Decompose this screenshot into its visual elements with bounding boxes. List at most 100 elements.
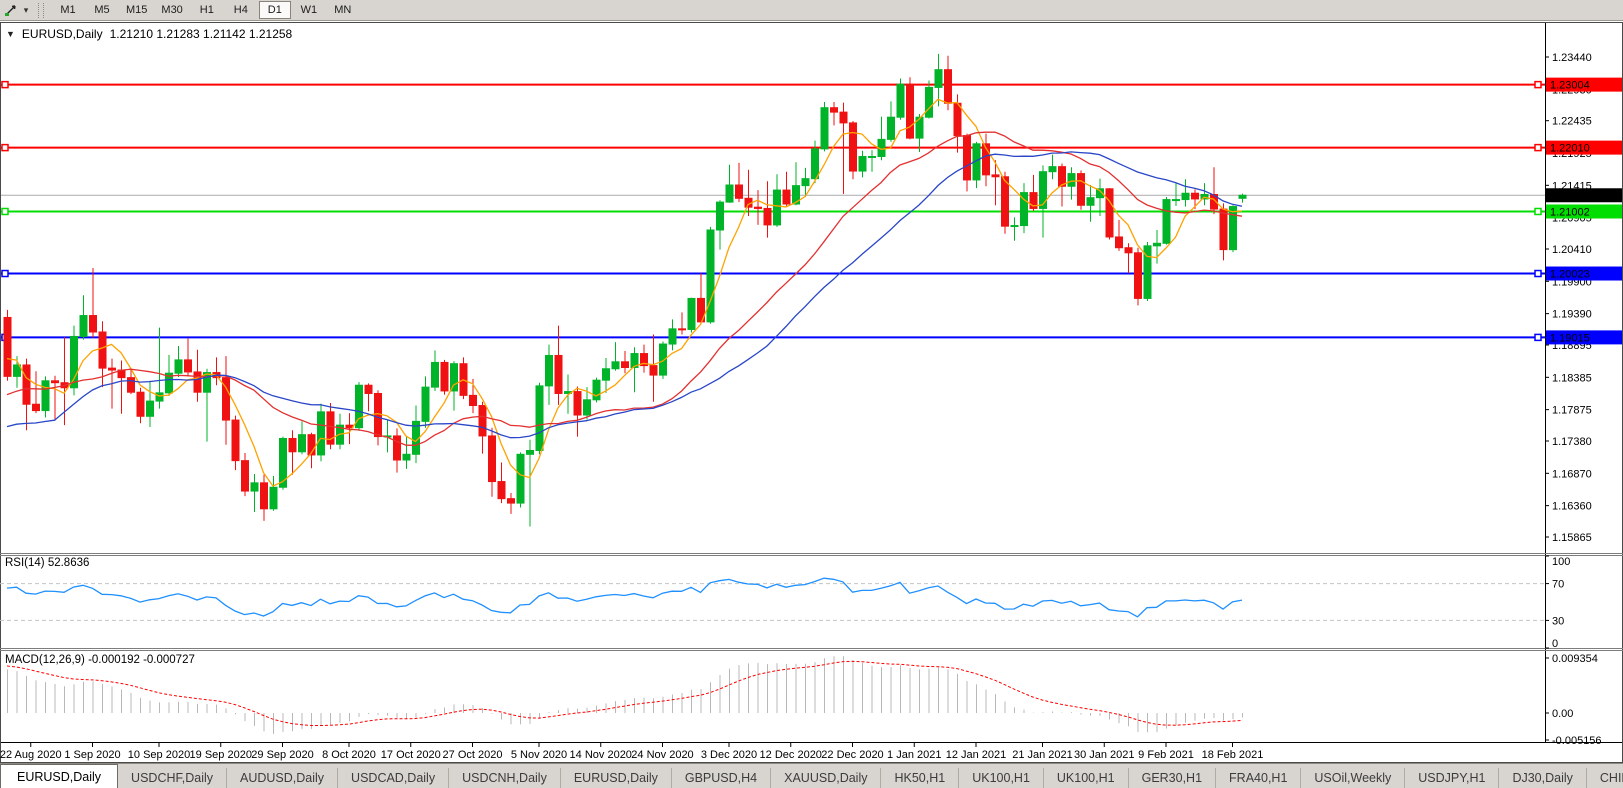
candle-body bbox=[298, 434, 306, 453]
chart-tab-ger30-h1[interactable]: GER30,H1 bbox=[1127, 768, 1215, 788]
candle-body bbox=[982, 143, 990, 176]
candle-body bbox=[317, 411, 325, 456]
candle-body bbox=[754, 206, 762, 209]
price-line-badge-label: 1.23004 bbox=[1550, 80, 1590, 92]
candle-body bbox=[22, 364, 31, 405]
candle-body bbox=[1105, 188, 1114, 238]
candle-body bbox=[839, 111, 848, 124]
candle-body bbox=[288, 437, 297, 453]
candle-body bbox=[431, 361, 439, 388]
chart-tab-usdcnh-daily[interactable]: USDCNH,Daily bbox=[448, 768, 560, 788]
timeframe-button-mn[interactable]: MN bbox=[334, 4, 352, 16]
candle-body bbox=[1096, 188, 1104, 199]
chart-tab-uk100-h1[interactable]: UK100,H1 bbox=[1042, 768, 1128, 788]
candle-body bbox=[887, 116, 895, 140]
candle-body bbox=[630, 353, 639, 368]
chart-tab-eurusd-daily[interactable]: EURUSD,Daily bbox=[559, 768, 671, 788]
chart-tab-dj30-daily[interactable]: DJ30,Daily bbox=[1498, 768, 1585, 788]
candle-body bbox=[497, 481, 506, 500]
candle-body bbox=[1181, 192, 1190, 201]
chart-tab-eurusd-daily[interactable]: EURUSD,Daily bbox=[0, 764, 119, 788]
candle-body bbox=[773, 189, 781, 226]
candle-body bbox=[89, 315, 97, 333]
chart-tab-usdchf-daily[interactable]: USDCHF,Daily bbox=[131, 771, 213, 785]
rsi-axis-label: 70 bbox=[1552, 579, 1564, 591]
candle-body bbox=[545, 354, 553, 387]
crosshair-tool-icon[interactable] bbox=[2, 2, 20, 18]
price-axis-tick-label: 1.16360 bbox=[1552, 501, 1592, 513]
chart-tab-usoil-weekly[interactable]: USOil,Weekly bbox=[1300, 768, 1404, 788]
timeframe-button-m15[interactable]: M15 bbox=[126, 4, 148, 16]
candle-body bbox=[469, 394, 477, 407]
candle-body bbox=[1143, 245, 1152, 299]
chart-tab-gbpusd-h4[interactable]: GBPUSD,H4 bbox=[670, 768, 770, 788]
timeframe-button-d1[interactable]: D1 bbox=[258, 1, 291, 19]
timeframe-button-h4[interactable]: H4 bbox=[233, 4, 248, 16]
candle-body bbox=[602, 368, 610, 381]
date-axis-tick-label: 30 Jan 2021 bbox=[1074, 749, 1135, 761]
timeframe-button-m5[interactable]: M5 bbox=[94, 4, 110, 16]
candle-body bbox=[393, 435, 401, 461]
chart-window-border bbox=[0, 22, 1623, 763]
candle-body bbox=[108, 367, 116, 371]
chart-symbol-label: EURUSD,Daily bbox=[21, 27, 103, 41]
chart-tab-usdjpy-h1[interactable]: USDJPY,H1 bbox=[1404, 768, 1498, 788]
candle-body bbox=[583, 399, 591, 416]
tool-dropdown-caret-icon[interactable]: ▾ bbox=[23, 4, 29, 15]
rsi-line bbox=[6, 577, 1243, 618]
candle-body bbox=[716, 201, 724, 231]
timeframe-button-m1[interactable]: M1 bbox=[60, 4, 76, 16]
chart-collapse-icon[interactable]: ▼ bbox=[6, 29, 15, 39]
chart-tab-uk100-h1[interactable]: UK100,H1 bbox=[958, 768, 1043, 788]
chart-ohlc-readout: 1.21210 1.21283 1.21142 1.21258 bbox=[109, 27, 293, 41]
timeframe-button-w1[interactable]: W1 bbox=[300, 4, 318, 16]
macd-panel: 0.009354 0.00 -0.005156 bbox=[6, 653, 1602, 747]
chart-tab-usdcad-daily[interactable]: USDCAD,Daily bbox=[337, 768, 448, 788]
candle-body bbox=[925, 86, 933, 118]
timeframe-button-h1[interactable]: H1 bbox=[199, 4, 214, 16]
candle-body bbox=[944, 69, 952, 104]
macd-axis-label: -0.005156 bbox=[1552, 735, 1602, 747]
chart-tab-hk50-h1[interactable]: HK50,H1 bbox=[880, 768, 958, 788]
chart-tab-fra40-h1[interactable]: FRA40,H1 bbox=[1215, 768, 1300, 788]
toolbar-separator bbox=[38, 2, 44, 18]
candle-body bbox=[488, 435, 496, 483]
hline-anchor bbox=[1534, 80, 1542, 89]
chart-tab-xauusd-daily[interactable]: XAUUSD,Daily bbox=[770, 768, 880, 788]
macd-axis-label: 0.009354 bbox=[1552, 653, 1598, 665]
candle-body bbox=[1077, 173, 1085, 206]
candle-body bbox=[203, 372, 211, 393]
candle-body bbox=[649, 365, 658, 376]
chart-tab-audusd-daily[interactable]: AUDUSD,Daily bbox=[226, 768, 337, 788]
price-line-badge bbox=[1546, 140, 1622, 155]
candle-body bbox=[478, 405, 487, 437]
price-line-badge bbox=[1546, 204, 1622, 219]
date-axis: 22 Aug 2020 1 Sep 2020 10 Sep 2020 19 Sep 2… bbox=[0, 743, 1263, 761]
candle-body bbox=[127, 377, 135, 393]
price-axis-tick-label: 1.19390 bbox=[1552, 309, 1592, 321]
chart-tab-china300-h1[interactable]: CHINA300,H1 bbox=[1585, 768, 1623, 788]
candle-body bbox=[535, 385, 544, 452]
candle-body bbox=[222, 377, 230, 421]
date-axis-tick-label: 18 Feb 2021 bbox=[1202, 749, 1264, 761]
candle-body bbox=[269, 486, 278, 510]
candle-body bbox=[763, 207, 772, 226]
candle-body bbox=[906, 83, 914, 139]
hline-anchor bbox=[1, 207, 9, 216]
hline-anchor bbox=[1534, 143, 1542, 152]
candle-body bbox=[1020, 192, 1028, 227]
candle-body bbox=[640, 353, 648, 367]
timeframe-button-m30[interactable]: M30 bbox=[161, 4, 183, 16]
candle-body bbox=[146, 400, 154, 417]
candle-body bbox=[307, 434, 316, 456]
candle-body bbox=[450, 363, 458, 392]
price-line-badge-label: 1.19015 bbox=[1550, 332, 1590, 344]
candle-body bbox=[830, 107, 838, 113]
rsi-axis-label: 0 bbox=[1552, 638, 1558, 650]
candle-body bbox=[1067, 173, 1076, 187]
chart-title: ▼ EURUSD,Daily 1.21210 1.21283 1.21142 1… bbox=[6, 27, 292, 41]
date-axis-tick-label: 1 Jan 2021 bbox=[887, 749, 941, 761]
candle-body bbox=[801, 178, 810, 187]
date-axis-tick-label: 8 Oct 2020 bbox=[322, 749, 376, 761]
